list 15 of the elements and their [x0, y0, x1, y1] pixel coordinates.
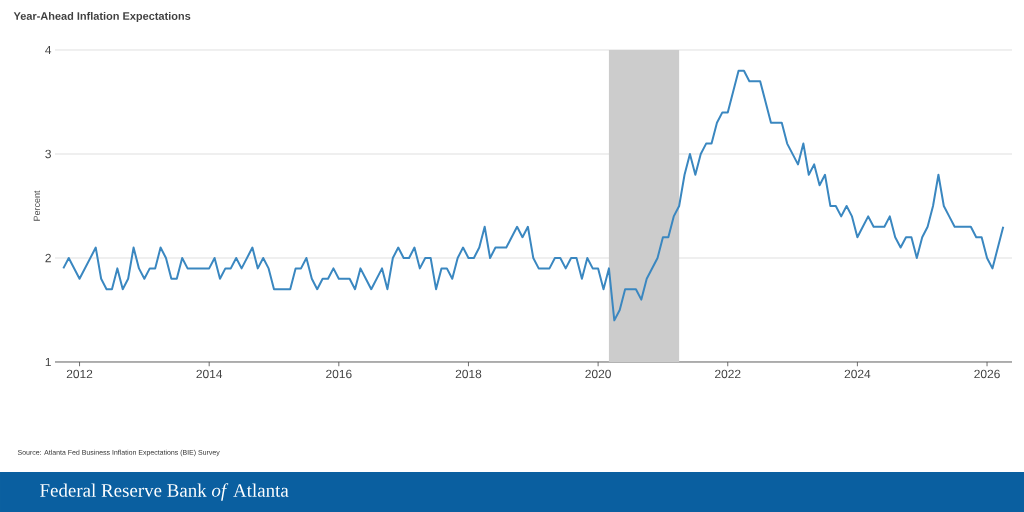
x-tick-label: 2014: [196, 369, 223, 379]
chart-title: Year-Ahead Inflation Expectations: [13, 11, 191, 23]
x-tick-label: 2026: [974, 369, 1000, 379]
x-tick-label: 2016: [326, 369, 352, 379]
y-tick-label: 2: [45, 253, 51, 263]
x-tick-label: 2012: [66, 369, 93, 379]
x-tick-label: 2020: [585, 369, 611, 379]
y-tick-label: 3: [45, 149, 51, 159]
y-tick-label: 4: [45, 45, 52, 55]
x-tick-label: 2018: [455, 369, 482, 379]
text: Federal Reserve Bank of Atlanta: [40, 483, 289, 501]
x-tick-label: 2022: [715, 369, 741, 379]
y-axis-title: Percent: [33, 190, 40, 221]
x-tick-label: 2024: [844, 369, 871, 379]
y-tick-label: 1: [45, 357, 51, 367]
